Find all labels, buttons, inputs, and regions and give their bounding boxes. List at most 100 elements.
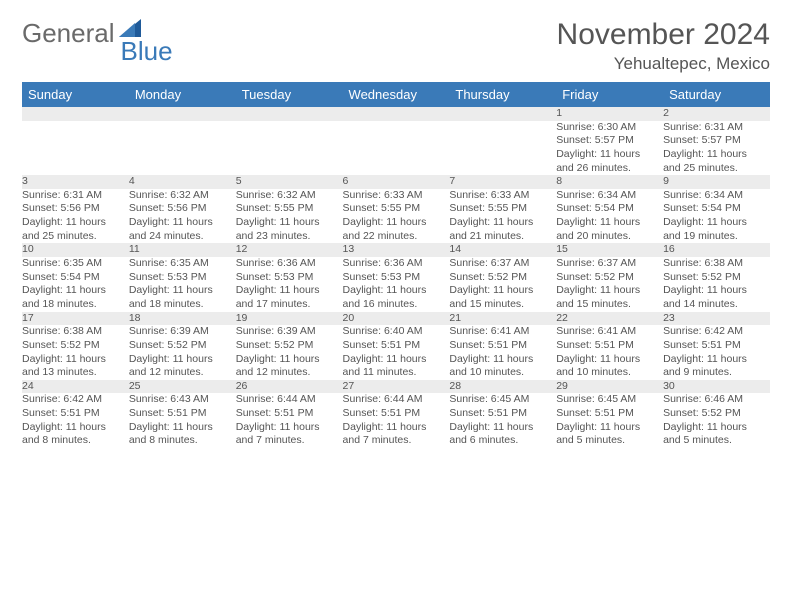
detail-line: Sunset: 5:51 PM bbox=[556, 407, 663, 421]
day-number-cell: 17 bbox=[22, 312, 129, 326]
detail-line: and 20 minutes. bbox=[556, 230, 663, 244]
detail-line: Sunrise: 6:42 AM bbox=[663, 325, 770, 339]
detail-line: Daylight: 11 hours bbox=[236, 353, 343, 367]
detail-line: Daylight: 11 hours bbox=[556, 148, 663, 162]
detail-line: and 21 minutes. bbox=[449, 230, 556, 244]
detail-line: Sunrise: 6:42 AM bbox=[22, 393, 129, 407]
day-number-cell bbox=[129, 107, 236, 121]
detail-line: Sunrise: 6:34 AM bbox=[556, 189, 663, 203]
detail-line: Sunrise: 6:43 AM bbox=[129, 393, 236, 407]
day-number-cell: 28 bbox=[449, 380, 556, 394]
day-number-cell: 15 bbox=[556, 243, 663, 257]
detail-line: Sunset: 5:51 PM bbox=[449, 339, 556, 353]
day-detail-cell: Sunrise: 6:36 AMSunset: 5:53 PMDaylight:… bbox=[343, 257, 450, 312]
detail-line: Sunrise: 6:38 AM bbox=[22, 325, 129, 339]
dow-header: Friday bbox=[556, 82, 663, 107]
day-detail-cell: Sunrise: 6:46 AMSunset: 5:52 PMDaylight:… bbox=[663, 393, 770, 448]
day-detail-cell: Sunrise: 6:41 AMSunset: 5:51 PMDaylight:… bbox=[449, 325, 556, 380]
detail-line: Sunrise: 6:36 AM bbox=[343, 257, 450, 271]
detail-line: Sunrise: 6:32 AM bbox=[129, 189, 236, 203]
detail-row: Sunrise: 6:31 AMSunset: 5:56 PMDaylight:… bbox=[22, 189, 770, 244]
detail-line: Sunset: 5:53 PM bbox=[129, 271, 236, 285]
day-detail-cell: Sunrise: 6:38 AMSunset: 5:52 PMDaylight:… bbox=[663, 257, 770, 312]
daynum-row: 17181920212223 bbox=[22, 312, 770, 326]
dow-header: Saturday bbox=[663, 82, 770, 107]
day-detail-cell bbox=[343, 121, 450, 176]
day-number-cell bbox=[236, 107, 343, 121]
detail-line: Sunset: 5:57 PM bbox=[556, 134, 663, 148]
day-number-cell: 3 bbox=[22, 175, 129, 189]
logo-text-general: General bbox=[22, 18, 115, 49]
detail-line: Daylight: 11 hours bbox=[343, 216, 450, 230]
detail-line: Sunrise: 6:31 AM bbox=[663, 121, 770, 135]
detail-line: and 18 minutes. bbox=[22, 298, 129, 312]
detail-line: Sunset: 5:55 PM bbox=[343, 202, 450, 216]
day-detail-cell: Sunrise: 6:33 AMSunset: 5:55 PMDaylight:… bbox=[449, 189, 556, 244]
daynum-row: 3456789 bbox=[22, 175, 770, 189]
day-number-cell: 11 bbox=[129, 243, 236, 257]
detail-line: Daylight: 11 hours bbox=[449, 421, 556, 435]
detail-row: Sunrise: 6:30 AMSunset: 5:57 PMDaylight:… bbox=[22, 121, 770, 176]
detail-line: Daylight: 11 hours bbox=[663, 353, 770, 367]
day-detail-cell bbox=[236, 121, 343, 176]
detail-line: Sunrise: 6:45 AM bbox=[556, 393, 663, 407]
day-detail-cell: Sunrise: 6:45 AMSunset: 5:51 PMDaylight:… bbox=[449, 393, 556, 448]
detail-line: Sunset: 5:53 PM bbox=[236, 271, 343, 285]
day-number-cell: 4 bbox=[129, 175, 236, 189]
day-detail-cell: Sunrise: 6:44 AMSunset: 5:51 PMDaylight:… bbox=[236, 393, 343, 448]
detail-line: Sunset: 5:51 PM bbox=[129, 407, 236, 421]
day-number-cell: 2 bbox=[663, 107, 770, 121]
detail-line: Daylight: 11 hours bbox=[22, 421, 129, 435]
detail-line: and 9 minutes. bbox=[663, 366, 770, 380]
day-number-cell: 29 bbox=[556, 380, 663, 394]
day-detail-cell: Sunrise: 6:37 AMSunset: 5:52 PMDaylight:… bbox=[449, 257, 556, 312]
day-number-cell: 5 bbox=[236, 175, 343, 189]
detail-line: Sunrise: 6:37 AM bbox=[449, 257, 556, 271]
detail-line: Sunrise: 6:33 AM bbox=[343, 189, 450, 203]
day-detail-cell: Sunrise: 6:32 AMSunset: 5:56 PMDaylight:… bbox=[129, 189, 236, 244]
detail-line: and 13 minutes. bbox=[22, 366, 129, 380]
detail-line: and 8 minutes. bbox=[129, 434, 236, 448]
detail-line: Sunrise: 6:38 AM bbox=[663, 257, 770, 271]
day-number-cell: 20 bbox=[343, 312, 450, 326]
detail-line: Sunrise: 6:39 AM bbox=[129, 325, 236, 339]
detail-line: Daylight: 11 hours bbox=[449, 216, 556, 230]
detail-line: Daylight: 11 hours bbox=[22, 284, 129, 298]
detail-line: Sunset: 5:57 PM bbox=[663, 134, 770, 148]
detail-line: and 25 minutes. bbox=[22, 230, 129, 244]
dow-header: Tuesday bbox=[236, 82, 343, 107]
day-number-cell: 7 bbox=[449, 175, 556, 189]
detail-row: Sunrise: 6:35 AMSunset: 5:54 PMDaylight:… bbox=[22, 257, 770, 312]
day-number-cell: 19 bbox=[236, 312, 343, 326]
detail-line: and 8 minutes. bbox=[22, 434, 129, 448]
day-number-cell: 30 bbox=[663, 380, 770, 394]
detail-line: Sunset: 5:51 PM bbox=[343, 339, 450, 353]
calendar-head: SundayMondayTuesdayWednesdayThursdayFrid… bbox=[22, 82, 770, 107]
detail-line: Sunset: 5:54 PM bbox=[663, 202, 770, 216]
detail-line: Sunset: 5:56 PM bbox=[22, 202, 129, 216]
detail-line: and 18 minutes. bbox=[129, 298, 236, 312]
day-detail-cell: Sunrise: 6:34 AMSunset: 5:54 PMDaylight:… bbox=[663, 189, 770, 244]
day-detail-cell: Sunrise: 6:31 AMSunset: 5:56 PMDaylight:… bbox=[22, 189, 129, 244]
day-detail-cell: Sunrise: 6:44 AMSunset: 5:51 PMDaylight:… bbox=[343, 393, 450, 448]
detail-line: Sunrise: 6:35 AM bbox=[22, 257, 129, 271]
detail-line: Daylight: 11 hours bbox=[556, 216, 663, 230]
day-number-cell: 12 bbox=[236, 243, 343, 257]
day-detail-cell: Sunrise: 6:35 AMSunset: 5:54 PMDaylight:… bbox=[22, 257, 129, 312]
detail-line: and 19 minutes. bbox=[663, 230, 770, 244]
day-number-cell: 22 bbox=[556, 312, 663, 326]
day-number-cell: 6 bbox=[343, 175, 450, 189]
detail-line: and 15 minutes. bbox=[449, 298, 556, 312]
detail-line: Sunrise: 6:40 AM bbox=[343, 325, 450, 339]
detail-line: Daylight: 11 hours bbox=[129, 353, 236, 367]
day-number-cell: 18 bbox=[129, 312, 236, 326]
detail-line: Sunrise: 6:41 AM bbox=[556, 325, 663, 339]
detail-line: Daylight: 11 hours bbox=[236, 284, 343, 298]
detail-line: Sunrise: 6:35 AM bbox=[129, 257, 236, 271]
detail-line: Sunset: 5:56 PM bbox=[129, 202, 236, 216]
detail-line: Sunset: 5:51 PM bbox=[343, 407, 450, 421]
detail-line: Sunset: 5:51 PM bbox=[449, 407, 556, 421]
day-number-cell: 24 bbox=[22, 380, 129, 394]
detail-line: Daylight: 11 hours bbox=[663, 148, 770, 162]
detail-line: Sunset: 5:52 PM bbox=[663, 271, 770, 285]
